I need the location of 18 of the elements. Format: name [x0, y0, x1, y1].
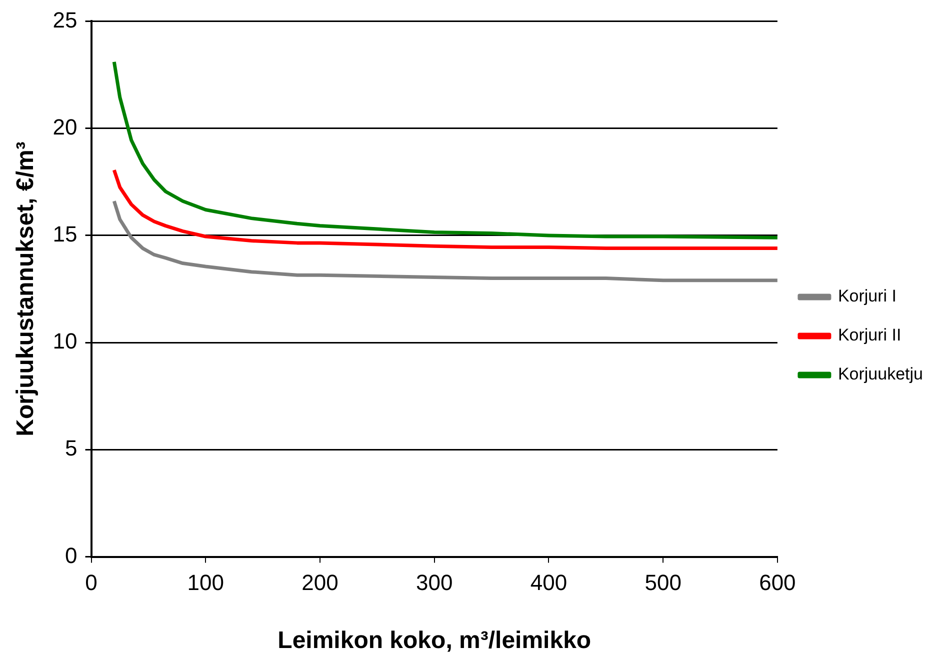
x-tick-label: 200: [302, 570, 338, 596]
y-axis-title: Korjuukustannukset, €/m³: [12, 142, 40, 436]
y-tick-label: 20: [52, 114, 78, 140]
x-tick-label: 500: [644, 570, 682, 596]
x-tick-label: 600: [759, 570, 796, 596]
legend-label: Korjuuketju: [838, 364, 924, 384]
x-tick-label: 300: [416, 570, 453, 596]
y-tick-label: 10: [52, 328, 78, 354]
x-tick-label: 100: [187, 570, 224, 596]
legend-label: Korjuri II: [838, 326, 902, 345]
y-tick-label: 25: [52, 7, 78, 32]
x-tick-label: 0: [85, 570, 98, 596]
y-tick-label: 5: [65, 436, 78, 461]
y-tick-label: 15: [52, 222, 78, 247]
legend-label: Korjuri I: [838, 286, 897, 306]
x-axis-title: Leimikon koko, m³/leimikko: [278, 627, 592, 654]
y-tick-label: 0: [65, 542, 78, 568]
x-tick-label: 400: [530, 570, 568, 596]
